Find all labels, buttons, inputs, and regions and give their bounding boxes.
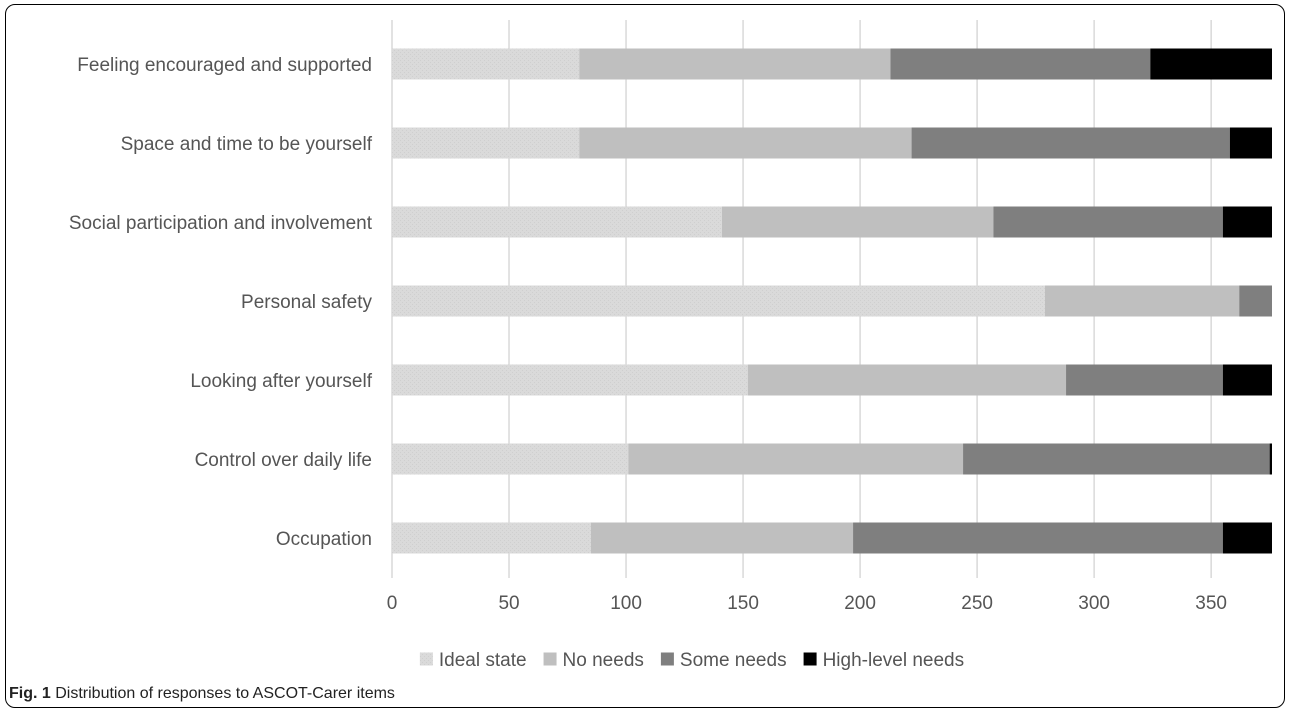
bar-segment-some-needs	[853, 522, 1223, 554]
bar-segment-some-needs	[963, 443, 1270, 475]
bar-segment-some-needs	[993, 206, 1223, 238]
bar-segment-ideal-state	[392, 48, 580, 80]
bars	[392, 48, 1272, 554]
bar-segment-no-needs	[590, 522, 854, 554]
bar-segment-high-level-needs	[1150, 48, 1272, 80]
bar-segment-no-needs	[628, 443, 964, 475]
bar-segment-no-needs	[1044, 285, 1240, 317]
legend-swatch	[419, 652, 433, 666]
caption-label: Fig. 1	[9, 685, 51, 702]
bar-segment-no-needs	[579, 48, 891, 80]
bar-segment-some-needs	[1066, 364, 1223, 396]
bar-segment-some-needs	[890, 48, 1151, 80]
category-label: Space and time to be yourself	[121, 134, 373, 155]
category-label: Personal safety	[241, 292, 372, 313]
bar-segment-some-needs	[1239, 285, 1272, 317]
bar-segment-ideal-state	[392, 285, 1045, 317]
x-axis-ticks: 0 50 100 150 200 250 300 350	[387, 593, 1227, 614]
x-tick-label: 350	[1195, 593, 1227, 614]
x-tick-label: 200	[844, 593, 876, 614]
category-labels: Feeling encouraged and supported Space an…	[69, 55, 373, 550]
bar-segment-no-needs	[579, 127, 912, 159]
category-label: Feeling encouraged and supported	[77, 55, 372, 76]
caption-text: Distribution of responses to ASCOT-Carer…	[55, 685, 395, 702]
bar-segment-high-level-needs	[1229, 127, 1272, 159]
figure-frame	[5, 4, 1285, 708]
bar-segment-high-level-needs	[1222, 206, 1272, 238]
bar-segment-high-level-needs	[1269, 443, 1272, 475]
x-tick-label: 0	[387, 593, 398, 614]
bar-segment-high-level-needs	[1222, 364, 1272, 396]
legend-swatch	[543, 652, 557, 666]
bar-segment-ideal-state	[392, 522, 591, 554]
bar-segment-ideal-state	[392, 127, 580, 159]
legend-label: High-level needs	[823, 650, 965, 671]
bar-segment-no-needs	[747, 364, 1067, 396]
legend-swatch	[803, 652, 817, 666]
x-tick-label: 250	[961, 593, 993, 614]
bar-segment-high-level-needs	[1222, 522, 1272, 554]
category-label: Control over daily life	[195, 450, 372, 471]
x-tick-label: 50	[498, 593, 519, 614]
figure-caption: Fig. 1 Distribution of responses to ASCO…	[9, 685, 395, 703]
bar-segment-ideal-state	[392, 364, 748, 396]
x-tick-label: 100	[610, 593, 642, 614]
stacked-bar-chart: Feeling encouraged and supported Space an…	[69, 20, 1272, 671]
legend: Ideal state No needs Some needs High-level …	[419, 650, 965, 671]
x-tick-label: 300	[1078, 593, 1110, 614]
bar-segment-some-needs	[911, 127, 1230, 159]
category-label: Social participation and involvement	[69, 213, 373, 234]
x-tick-label: 150	[727, 593, 759, 614]
legend-label: Ideal state	[439, 650, 527, 671]
bar-segment-ideal-state	[392, 443, 629, 475]
bar-segment-ideal-state	[392, 206, 722, 238]
bar-segment-no-needs	[722, 206, 994, 238]
category-label: Looking after yourself	[190, 371, 372, 392]
legend-swatch	[660, 652, 674, 666]
legend-label: No needs	[563, 650, 644, 671]
category-label: Occupation	[276, 529, 372, 550]
legend-label: Some needs	[680, 650, 787, 671]
